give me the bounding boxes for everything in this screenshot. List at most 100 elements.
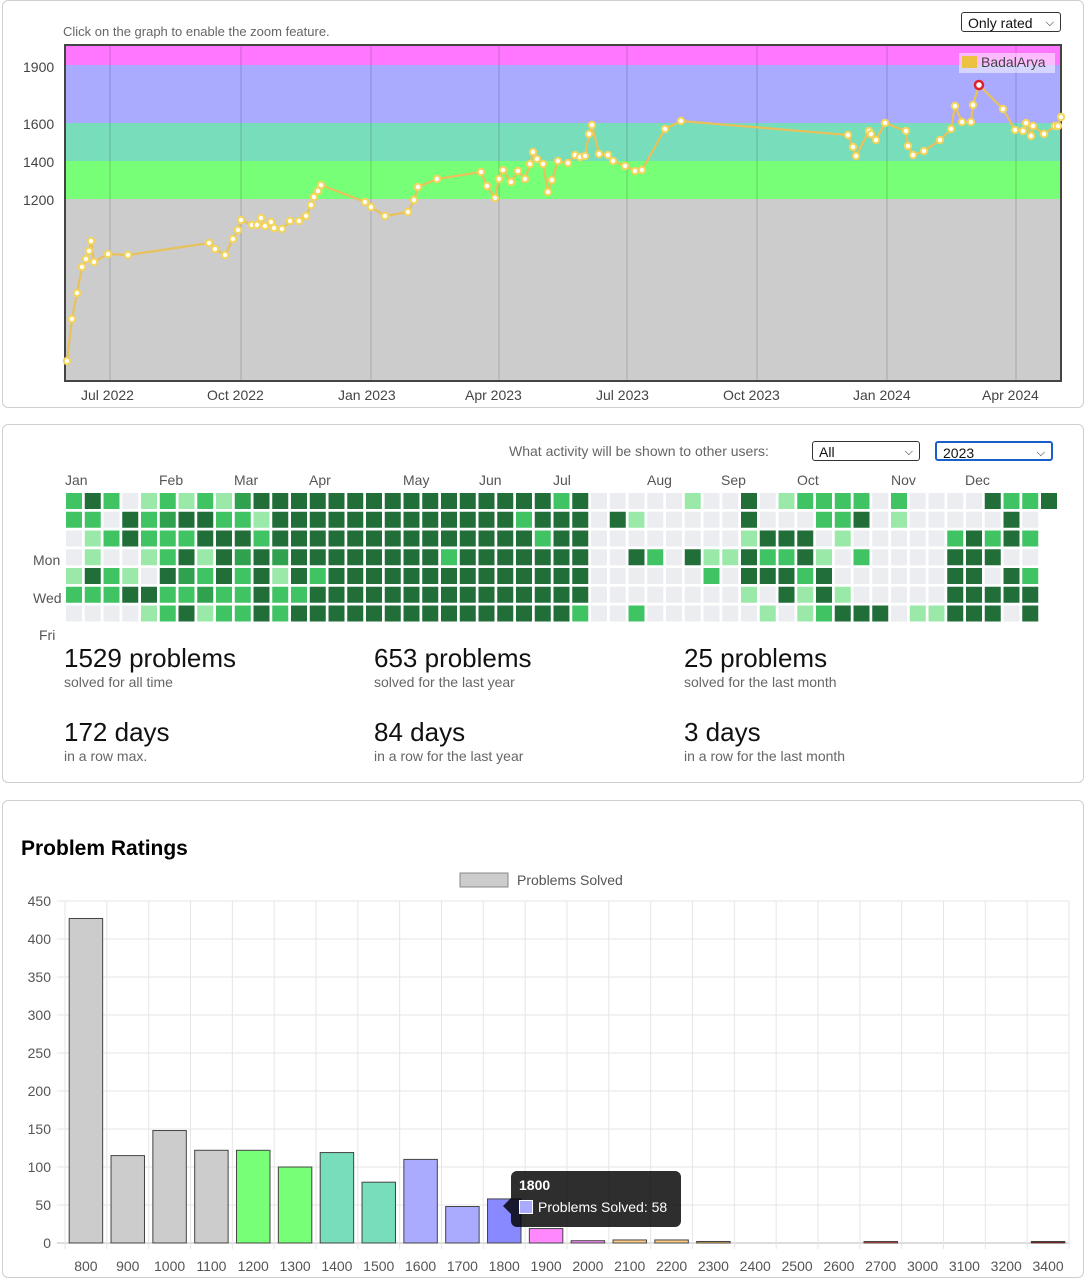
rating-point[interactable] <box>903 141 913 151</box>
rating-point[interactable] <box>482 181 492 191</box>
rating-point[interactable] <box>901 126 911 136</box>
rating-point[interactable] <box>553 156 563 166</box>
rating-point[interactable] <box>476 167 486 177</box>
rating-point[interactable] <box>520 174 530 184</box>
bar-1500[interactable] <box>361 1181 396 1244</box>
rating-point[interactable] <box>998 104 1008 114</box>
rating-point[interactable] <box>637 165 647 175</box>
rating-point[interactable] <box>277 224 287 234</box>
bar-1700[interactable] <box>445 1206 480 1244</box>
rating-point[interactable] <box>316 180 326 190</box>
rating-point[interactable] <box>1056 112 1066 122</box>
rating-point[interactable] <box>630 166 640 176</box>
rating-point[interactable] <box>204 238 214 248</box>
rating-point[interactable] <box>84 246 94 256</box>
rating-point[interactable] <box>584 129 594 139</box>
bar-2300[interactable] <box>696 1240 731 1244</box>
rating-point[interactable] <box>594 149 604 159</box>
rating-point[interactable] <box>228 234 238 244</box>
bar-2700[interactable] <box>863 1240 898 1244</box>
rating-point[interactable] <box>86 236 96 246</box>
rating-point[interactable] <box>403 207 413 217</box>
rating-point[interactable] <box>851 151 861 161</box>
bar-1200[interactable] <box>236 1149 271 1244</box>
rating-point[interactable] <box>843 130 853 140</box>
bar-2100[interactable] <box>612 1239 647 1244</box>
rating-point[interactable] <box>563 158 573 168</box>
rating-point[interactable] <box>1018 126 1028 136</box>
rating-point[interactable] <box>269 223 279 233</box>
rating-point[interactable] <box>494 174 504 184</box>
rating-filter-select[interactable]: Only rated ⌵ <box>961 12 1061 32</box>
rating-point[interactable] <box>532 154 542 164</box>
bar-1600[interactable] <box>403 1158 438 1244</box>
rating-point[interactable] <box>528 147 538 157</box>
rating-point[interactable] <box>957 117 967 127</box>
rating-point[interactable] <box>432 174 442 184</box>
rating-point[interactable] <box>220 250 230 260</box>
rating-point[interactable] <box>67 314 77 324</box>
rating-point[interactable] <box>236 215 246 225</box>
bar-800[interactable] <box>68 917 104 1244</box>
rating-point[interactable] <box>547 175 557 185</box>
rating-point[interactable] <box>260 221 270 231</box>
rating-point[interactable] <box>498 165 508 175</box>
rating-point[interactable] <box>543 187 553 197</box>
rating-point[interactable] <box>233 225 243 235</box>
rating-point[interactable] <box>210 244 220 254</box>
rating-point[interactable] <box>1010 125 1020 135</box>
rating-point[interactable] <box>525 159 535 169</box>
bar-1900[interactable] <box>528 1228 564 1244</box>
rating-point[interactable] <box>1028 121 1038 131</box>
bar-1100[interactable] <box>194 1149 229 1244</box>
rating-point[interactable] <box>1053 121 1063 131</box>
visibility-select[interactable]: All ⌵ <box>812 441 920 461</box>
rating-point[interactable] <box>919 146 929 156</box>
rating-point[interactable] <box>309 192 319 202</box>
rating-point[interactable] <box>1039 129 1049 139</box>
rating-point[interactable] <box>306 200 316 210</box>
year-select[interactable]: 2023 ⌵ <box>935 441 1053 461</box>
rating-point[interactable] <box>676 116 686 126</box>
bar-1300[interactable] <box>277 1166 313 1244</box>
rating-point[interactable] <box>660 124 670 134</box>
rating-point[interactable] <box>973 79 985 91</box>
rating-point[interactable] <box>968 100 978 110</box>
bar-2000[interactable] <box>570 1240 606 1244</box>
rating-point[interactable] <box>608 156 618 166</box>
rating-point[interactable] <box>603 150 613 160</box>
rating-point[interactable] <box>89 257 99 267</box>
rating-point[interactable] <box>72 288 82 298</box>
rating-point[interactable] <box>77 262 87 272</box>
rating-point[interactable] <box>409 195 419 205</box>
rating-point[interactable] <box>301 211 311 221</box>
rating-point[interactable] <box>950 101 960 111</box>
rating-point[interactable] <box>513 166 523 176</box>
rating-point[interactable] <box>490 193 500 203</box>
rating-point[interactable] <box>1021 118 1031 128</box>
rating-point[interactable] <box>966 117 976 127</box>
rating-point[interactable] <box>506 177 516 187</box>
bar-1000[interactable] <box>152 1130 187 1244</box>
rating-point[interactable] <box>294 216 304 226</box>
rating-point[interactable] <box>252 220 262 230</box>
rating-point[interactable] <box>871 135 881 145</box>
rating-point[interactable] <box>848 142 858 152</box>
problem-ratings-chart[interactable]: Problems Solved 450 400 350 300 250 200 150 100… <box>3 801 1083 1277</box>
rating-point[interactable] <box>123 250 133 260</box>
rating-point[interactable] <box>908 150 918 160</box>
rating-point[interactable] <box>413 182 423 192</box>
rating-point[interactable] <box>360 197 370 207</box>
bar-1400[interactable] <box>319 1152 355 1244</box>
rating-point[interactable] <box>256 213 266 223</box>
rating-point[interactable] <box>935 135 945 145</box>
rating-point[interactable] <box>580 151 590 161</box>
bar-3400[interactable] <box>1030 1240 1066 1244</box>
rating-point[interactable] <box>103 249 113 259</box>
bar-900[interactable] <box>110 1155 145 1244</box>
rating-point[interactable] <box>285 216 295 226</box>
rating-point[interactable] <box>620 161 630 171</box>
rating-point[interactable] <box>366 202 376 212</box>
rating-point[interactable] <box>587 120 597 130</box>
rating-point[interactable] <box>866 129 876 139</box>
